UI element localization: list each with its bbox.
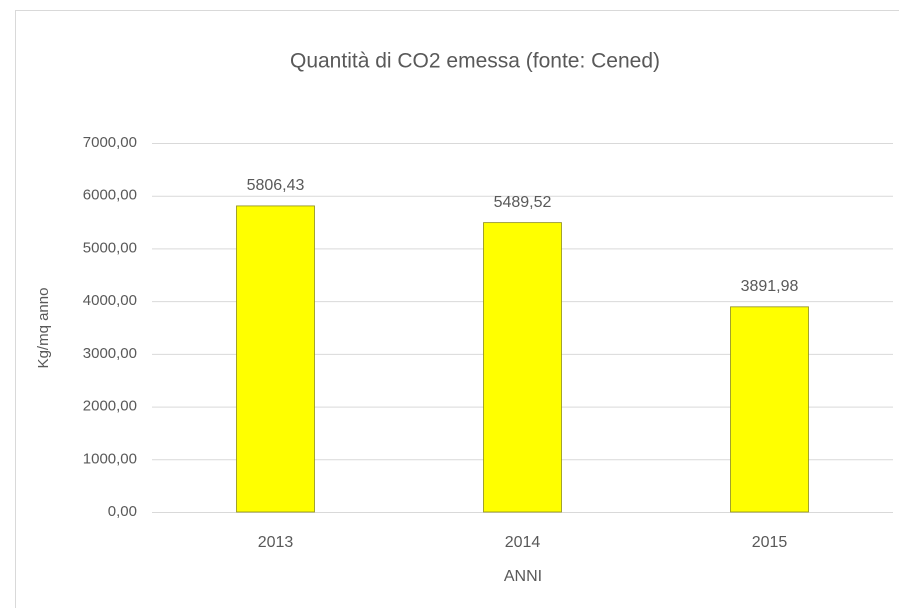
data-label: 5489,52 — [494, 194, 552, 211]
y-tick-label: 6000,00 — [83, 187, 137, 204]
bar — [483, 222, 562, 513]
y-tick-label: 0,00 — [108, 503, 137, 520]
bar — [236, 205, 315, 513]
y-tick-label: 5000,00 — [83, 239, 137, 256]
x-axis-label: ANNI — [504, 568, 542, 585]
data-label: 5806,43 — [247, 177, 305, 194]
bar — [730, 306, 809, 513]
chart-title: Quantità di CO2 emessa (fonte: Cened) — [290, 50, 660, 73]
data-label: 3891,98 — [741, 278, 799, 295]
y-tick-label: 3000,00 — [83, 345, 137, 362]
x-tick-label: 2015 — [752, 534, 788, 551]
y-tick-label: 7000,00 — [83, 134, 137, 151]
y-tick-label: 2000,00 — [83, 398, 137, 415]
y-tick-label: 4000,00 — [83, 292, 137, 309]
x-tick-label: 2014 — [505, 534, 541, 551]
x-tick-label: 2013 — [258, 534, 294, 551]
y-tick-label: 1000,00 — [83, 450, 137, 467]
y-axis-label: Kg/mq anno — [35, 288, 52, 369]
